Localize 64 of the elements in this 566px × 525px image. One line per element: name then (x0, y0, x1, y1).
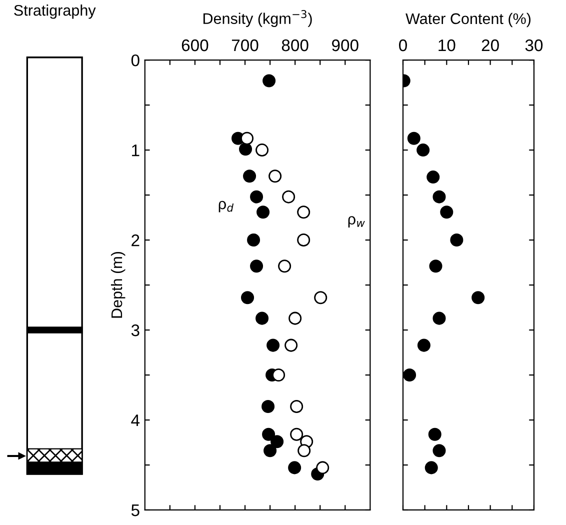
y-tick-label: 3 (131, 324, 140, 336)
chart-title: Water Content (%) (406, 12, 530, 28)
point (426, 170, 440, 184)
point (428, 428, 442, 441)
point (417, 338, 430, 352)
point (424, 461, 438, 474)
y-tick-label: 2 (132, 234, 140, 246)
point (403, 368, 416, 382)
point (250, 190, 264, 204)
point (243, 170, 256, 183)
point (432, 312, 446, 325)
point (262, 74, 276, 88)
point (282, 190, 296, 204)
point (256, 144, 269, 157)
x-tick-label: 600 (182, 39, 208, 52)
point (250, 260, 264, 273)
y-axis-title: Depth (m) (110, 252, 126, 318)
y-tick-label: 5 (131, 504, 140, 516)
point (239, 142, 252, 156)
point (268, 170, 282, 183)
x-tick-label: 700 (232, 39, 258, 52)
point (297, 234, 310, 247)
point (297, 206, 310, 219)
x-tick-label: 10 (438, 39, 456, 52)
point (316, 461, 330, 474)
y-tick-label: 0 (131, 54, 140, 66)
point (266, 338, 280, 352)
point (432, 190, 446, 204)
point (270, 435, 284, 448)
x-tick-label: 800 (282, 39, 308, 52)
y-tick-label: 4 (131, 414, 140, 426)
x-tick-label: 30 (525, 39, 543, 52)
text: Stratigraphy (14, 4, 96, 19)
point (247, 234, 260, 247)
point (429, 260, 442, 273)
point (240, 132, 254, 145)
point (290, 428, 304, 441)
x-tick-label: 20 (482, 39, 499, 52)
point (432, 444, 446, 458)
point (284, 338, 298, 352)
y-tick-label: 1 (132, 144, 140, 156)
point (262, 428, 276, 441)
point (472, 291, 485, 304)
point (272, 368, 286, 382)
point (298, 444, 311, 458)
point (288, 461, 302, 474)
point (440, 206, 454, 219)
point (450, 234, 464, 247)
text: ρ$_{w}$ (348, 216, 365, 228)
point (314, 291, 328, 304)
point (290, 400, 304, 414)
point (262, 400, 275, 414)
series-label: ρ$_{d}$ (218, 200, 234, 212)
point (416, 144, 430, 157)
point (278, 260, 292, 273)
point (288, 312, 302, 325)
point (241, 291, 254, 304)
x-tick-label: 0 (399, 39, 407, 52)
point (256, 206, 270, 219)
point (407, 132, 420, 145)
point (256, 312, 269, 325)
point (264, 444, 277, 458)
chart-title: Density (kgm$^{−3}$) (203, 10, 312, 27)
x-tick-label: 900 (332, 39, 358, 52)
